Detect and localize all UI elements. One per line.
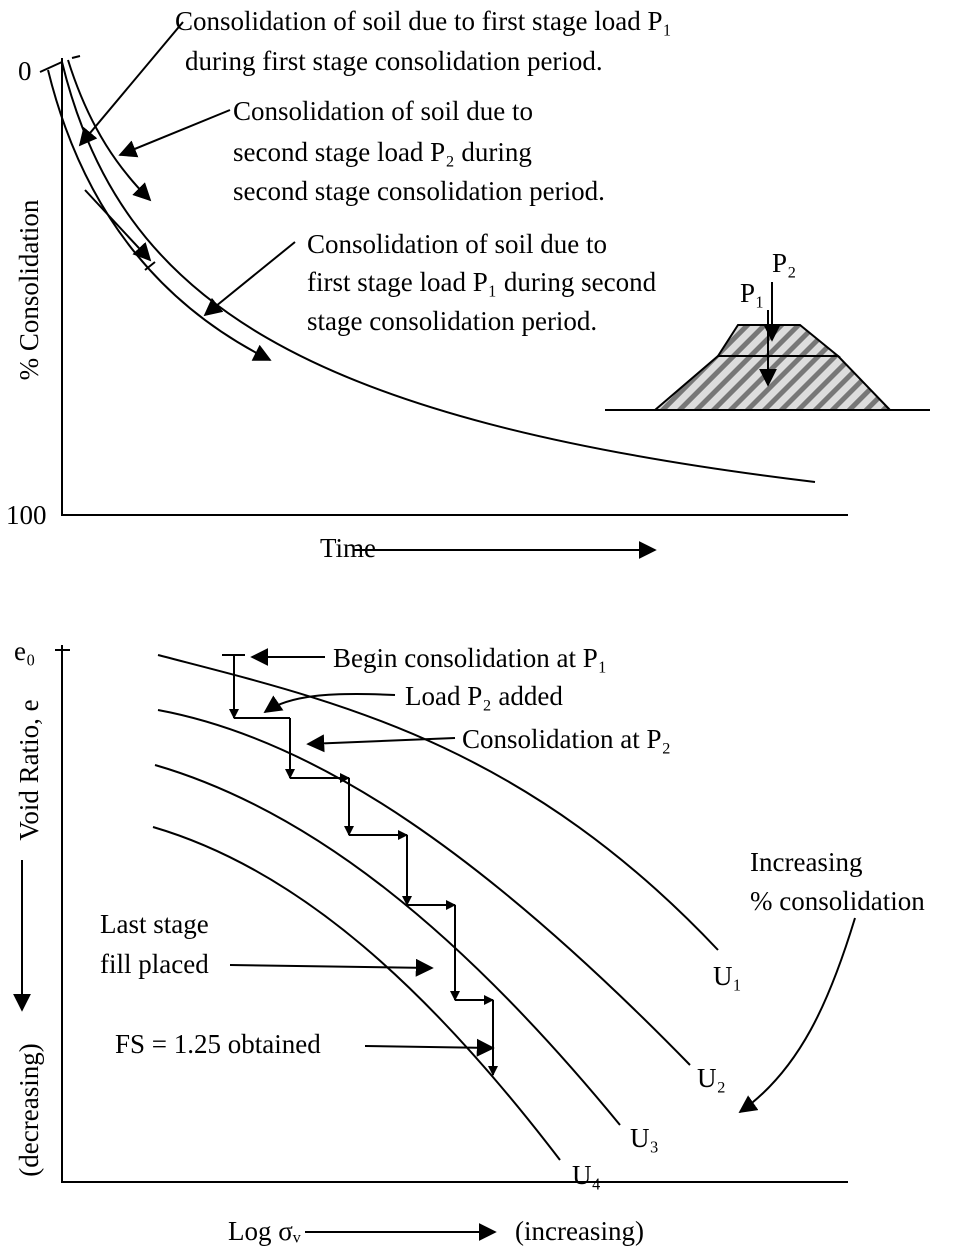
arrow <box>230 965 432 968</box>
curve-label: U₃ <box>630 1123 659 1153</box>
curve-label: U₄ <box>572 1160 601 1190</box>
curve-u3 <box>155 765 620 1125</box>
note: Last stage <box>100 909 209 939</box>
x-label: Log σᵥ <box>228 1216 302 1246</box>
tick <box>40 62 62 72</box>
fill-2 <box>718 325 838 356</box>
note: fill placed <box>100 949 209 979</box>
diagram: 0 100 % Consolidation Time Consolidation… <box>0 0 960 1260</box>
note: Consolidation of soil due to <box>307 229 607 259</box>
note: Load P₂ added <box>405 681 563 711</box>
note: stage consolidation period. <box>307 306 597 336</box>
note: during first stage consolidation period. <box>185 46 603 76</box>
load: P₁ <box>740 278 764 308</box>
x-label: Time <box>320 533 376 563</box>
note: Increasing <box>750 847 862 877</box>
bottom-plot: e₀ Void Ratio, e (decreasing) Log σᵥ (in… <box>14 636 925 1246</box>
y-bottom: 100 <box>6 500 47 530</box>
note: Consolidation of soil due to <box>233 96 533 126</box>
curve-label: U₁ <box>713 961 742 991</box>
note: Consolidation at P₂ <box>462 724 671 754</box>
note: second stage consolidation period. <box>233 176 605 206</box>
y-label: % Consolidation <box>14 199 44 380</box>
load: P₂ <box>772 248 796 278</box>
note: second stage load P₂ during <box>233 137 532 167</box>
curve-second <box>68 60 150 200</box>
y-top: 0 <box>18 56 32 86</box>
arrow <box>120 110 230 155</box>
x-dir: (increasing) <box>515 1216 644 1246</box>
note: % consolidation <box>750 886 925 916</box>
fill-1 <box>655 356 890 410</box>
arrow <box>85 190 150 260</box>
arrow <box>205 242 295 315</box>
note: FS = 1.25 obtained <box>115 1029 321 1059</box>
note: first stage load P₁ during second <box>307 267 657 297</box>
top-plot: 0 100 % Consolidation Time Consolidation… <box>6 6 930 563</box>
note: Begin consolidation at P₁ <box>333 643 607 673</box>
arrow <box>80 22 183 145</box>
note: Consolidation of soil due to first stage… <box>175 6 672 36</box>
curve-label: U₂ <box>697 1063 726 1093</box>
tick <box>72 56 155 270</box>
curve-u2 <box>158 710 690 1065</box>
curve-u4 <box>153 827 560 1160</box>
arrow <box>740 918 855 1112</box>
y-dir: (decreasing) <box>14 1043 44 1176</box>
arrow <box>365 1046 493 1048</box>
y-top: e₀ <box>14 636 35 666</box>
staircase <box>234 655 493 1075</box>
y-label: Void Ratio, e <box>14 699 44 840</box>
